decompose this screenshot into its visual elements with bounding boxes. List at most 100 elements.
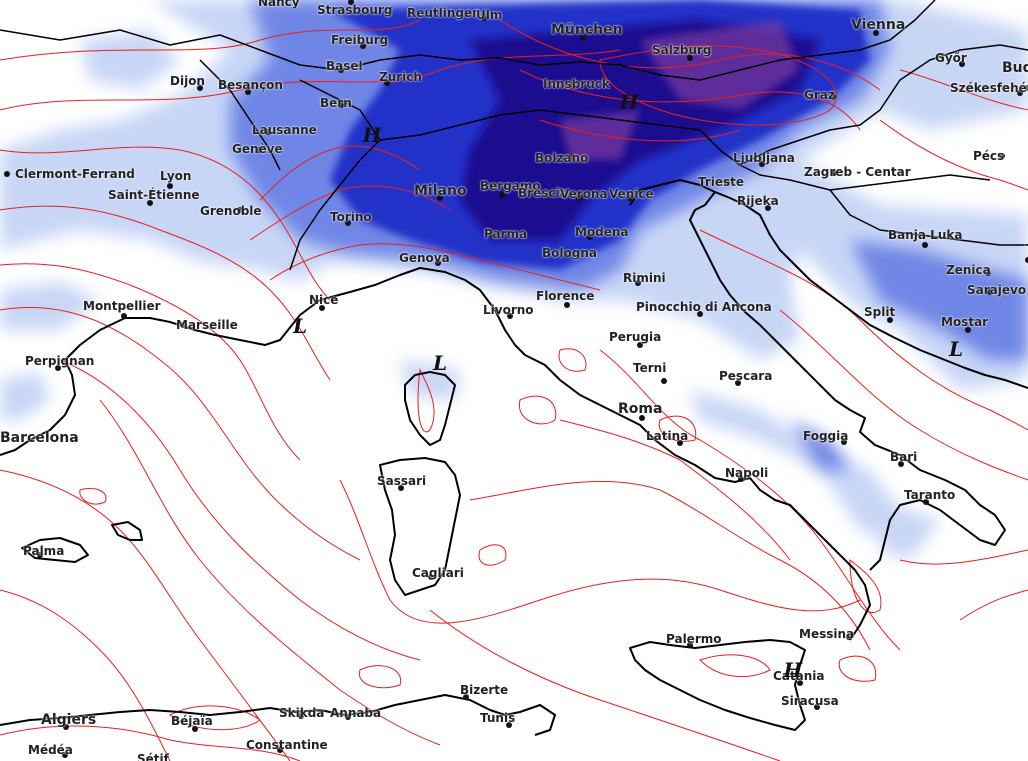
city-label[interactable]: Banja Luka bbox=[888, 228, 963, 242]
city-label[interactable]: Dijon bbox=[170, 74, 205, 88]
city-label[interactable]: Lausanne bbox=[252, 123, 317, 137]
city-dot bbox=[765, 205, 771, 211]
city-label[interactable]: Brescia bbox=[518, 186, 568, 200]
city-label[interactable]: Siracusa bbox=[781, 694, 839, 708]
city-dot bbox=[898, 461, 904, 467]
city-dot bbox=[345, 714, 351, 720]
city-label[interactable]: Catania bbox=[773, 669, 825, 683]
city-dot bbox=[298, 713, 304, 719]
city-label[interactable]: Livorno bbox=[483, 303, 534, 317]
city-label[interactable]: Ljubljana bbox=[733, 151, 795, 165]
city-dot bbox=[463, 694, 469, 700]
city-label[interactable]: Verona bbox=[560, 187, 608, 201]
city-label[interactable]: Rijeka bbox=[737, 194, 779, 208]
city-label[interactable]: Nancy bbox=[258, 0, 300, 9]
city-dot bbox=[507, 313, 513, 319]
city-label[interactable]: Clermont-Ferrand bbox=[15, 167, 135, 181]
city-label[interactable]: Bern bbox=[320, 96, 352, 110]
city-label[interactable]: Montpellier bbox=[83, 299, 161, 313]
city-label[interactable]: Rimini bbox=[623, 271, 666, 285]
city-label[interactable]: Florence bbox=[536, 289, 595, 303]
city-dot bbox=[256, 147, 262, 153]
city-label[interactable]: Sassari bbox=[377, 474, 427, 488]
city-label[interactable]: Modena bbox=[575, 225, 629, 239]
city-label[interactable]: Nice bbox=[309, 293, 339, 307]
city-dot bbox=[1025, 85, 1028, 91]
city-label[interactable]: Messina bbox=[799, 627, 855, 641]
city-label[interactable]: Perugia bbox=[609, 330, 662, 344]
city-label[interactable]: Genève bbox=[232, 142, 283, 156]
low-pressure-marker: L bbox=[292, 314, 308, 338]
city-label[interactable]: Zagreb - Centar bbox=[804, 165, 911, 179]
city-label[interactable]: Palma bbox=[23, 544, 65, 558]
city-label[interactable]: Zurich bbox=[379, 70, 422, 84]
city-dot bbox=[635, 280, 641, 286]
city-label[interactable]: Roma bbox=[618, 401, 663, 417]
high-pressure-marker: H bbox=[619, 90, 639, 114]
city-dot bbox=[265, 129, 271, 135]
city-label[interactable]: Split bbox=[864, 305, 896, 319]
city-label[interactable]: Trieste bbox=[698, 175, 745, 189]
city-label[interactable]: Genova bbox=[399, 251, 450, 265]
city-label[interactable]: Tuzla bbox=[1025, 242, 1028, 256]
city-label[interactable]: Pécs bbox=[973, 149, 1005, 163]
city-label[interactable]: Foggia bbox=[803, 429, 849, 443]
city-label[interactable]: Pinocchio di Ancona bbox=[636, 300, 772, 314]
city-label[interactable]: Pescara bbox=[719, 369, 773, 383]
city-label[interactable]: Médéa bbox=[28, 743, 73, 757]
city-label[interactable]: München bbox=[551, 22, 623, 38]
low-pressure-marker: L bbox=[432, 351, 448, 375]
city-label[interactable]: Barcelona bbox=[0, 430, 79, 446]
city-label[interactable]: Bologna bbox=[542, 246, 597, 260]
city-label[interactable]: Freiburg bbox=[331, 33, 389, 47]
city-label[interactable]: Grenoble bbox=[200, 204, 262, 218]
city-label[interactable]: Mostar bbox=[941, 315, 989, 329]
city-label[interactable]: Strasbourg bbox=[317, 3, 393, 17]
city-label[interactable]: Vienna bbox=[851, 17, 906, 33]
city-label[interactable]: Saint-Étienne bbox=[108, 188, 200, 202]
city-label[interactable]: Innsbruck bbox=[543, 77, 610, 91]
city-dot bbox=[985, 270, 991, 276]
city-label[interactable]: Milano bbox=[414, 183, 467, 199]
city-label[interactable]: Bolzano bbox=[535, 151, 589, 165]
city-dot bbox=[180, 322, 186, 328]
city-label[interactable]: Cagliari bbox=[412, 566, 464, 580]
city-dot bbox=[738, 476, 744, 482]
city-label[interactable]: Lyon bbox=[160, 169, 192, 183]
city-label[interactable]: Győr bbox=[935, 51, 967, 65]
city-dot bbox=[338, 102, 344, 108]
city-label[interactable]: Graz bbox=[804, 88, 835, 102]
city-label[interactable]: Székesfehérvár bbox=[950, 81, 1028, 95]
city-label[interactable]: Venice bbox=[609, 187, 654, 201]
city-label[interactable]: Tunis bbox=[480, 711, 516, 725]
city-label[interactable]: Palermo bbox=[666, 632, 722, 646]
city-label[interactable]: Sarajevo bbox=[967, 283, 1027, 297]
city-label[interactable]: Besançon bbox=[218, 78, 283, 92]
city-label[interactable]: Annaba bbox=[330, 706, 382, 720]
city-label[interactable]: Algiers bbox=[41, 712, 97, 728]
city-label[interactable]: Skikda bbox=[279, 706, 325, 720]
city-label[interactable]: Béjaïa bbox=[171, 714, 213, 728]
city-label[interactable]: Salzburg bbox=[652, 43, 712, 57]
city-label[interactable]: Parma bbox=[484, 227, 528, 241]
city-dot bbox=[587, 234, 593, 240]
city-label[interactable]: Latina bbox=[646, 429, 689, 443]
city-label[interactable]: Bizerte bbox=[460, 683, 509, 697]
city-label[interactable]: Bari bbox=[890, 450, 918, 464]
city-label[interactable]: Sétif bbox=[137, 752, 169, 761]
city-label[interactable]: Zenica bbox=[946, 263, 991, 277]
city-label[interactable]: Marseille bbox=[176, 318, 238, 332]
city-label[interactable]: Napoli bbox=[725, 466, 769, 480]
city-label[interactable]: Reutlingen bbox=[407, 6, 481, 20]
city-label[interactable]: Perpignan bbox=[25, 354, 95, 368]
city-label[interactable]: Ulm bbox=[476, 8, 503, 22]
city-label[interactable]: Constantine bbox=[246, 738, 328, 752]
city-label[interactable]: Torino bbox=[330, 210, 372, 224]
city-label[interactable]: Bergamo bbox=[480, 179, 541, 193]
city-label[interactable]: Terni bbox=[633, 361, 667, 375]
city-label[interactable]: Basel bbox=[326, 59, 363, 73]
city-dot bbox=[192, 726, 198, 732]
city-label[interactable]: Taranto bbox=[904, 488, 956, 502]
city-label[interactable]: Budapest bbox=[1002, 60, 1028, 76]
